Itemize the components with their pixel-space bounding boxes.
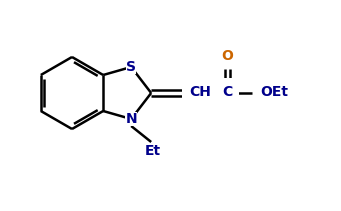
Text: Et: Et — [145, 144, 161, 158]
Text: CH: CH — [189, 85, 211, 99]
Text: C: C — [222, 85, 232, 99]
Text: OEt: OEt — [260, 85, 288, 99]
Text: O: O — [221, 49, 233, 63]
Text: N: N — [125, 112, 137, 126]
Text: S: S — [126, 60, 136, 74]
